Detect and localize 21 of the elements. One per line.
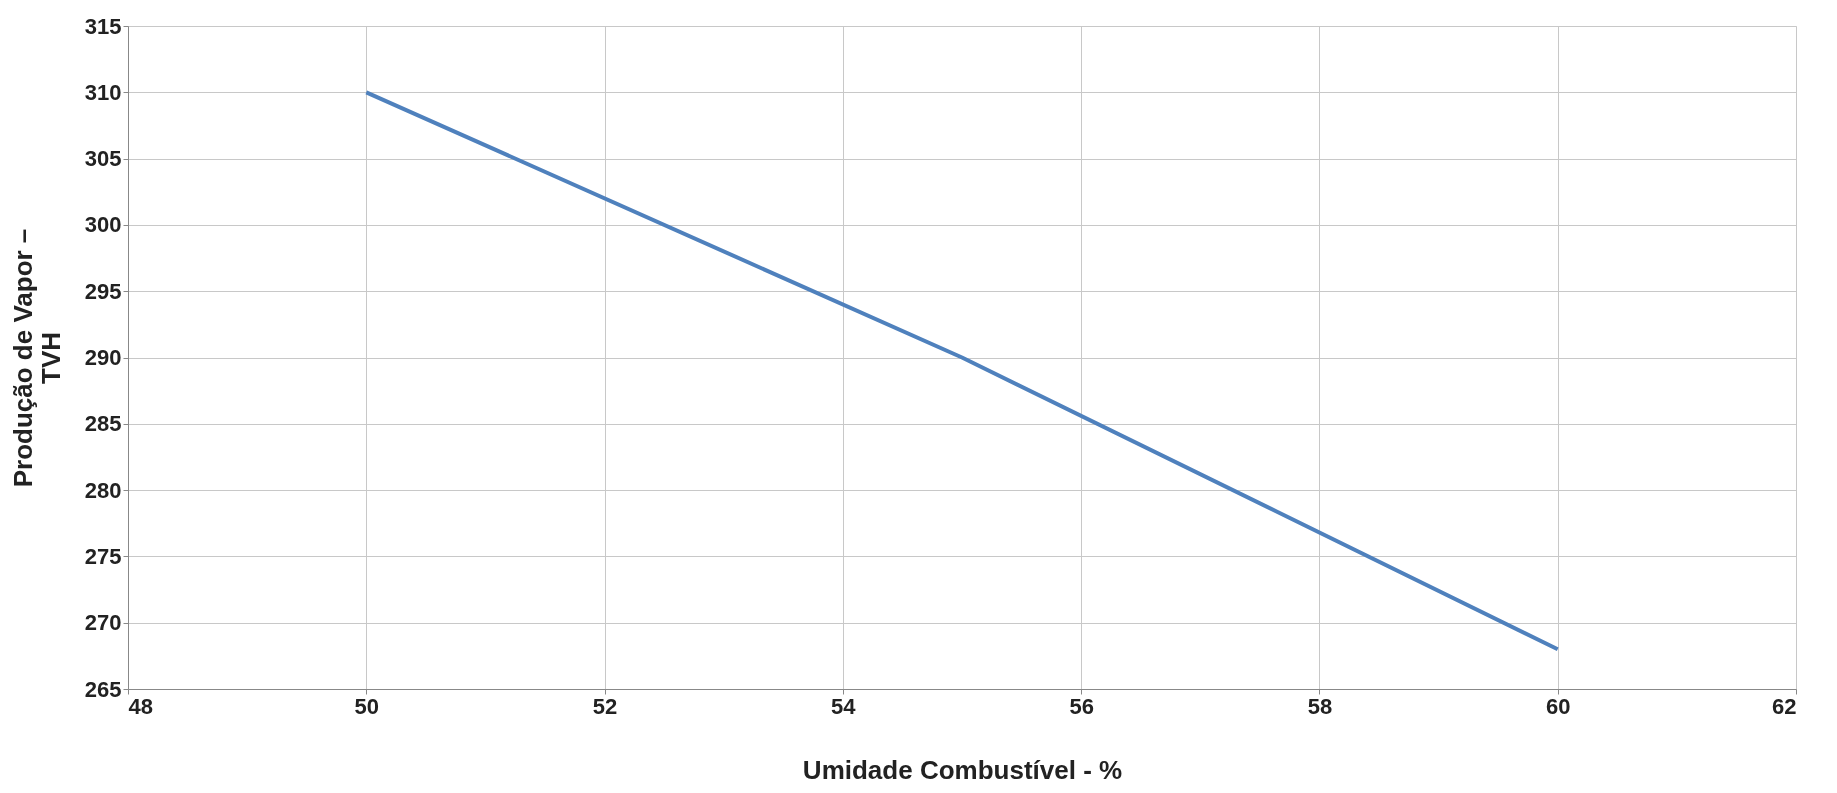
y-tick-label: 280	[84, 477, 122, 503]
x-tick-label: 60	[1545, 693, 1571, 719]
y-tick-label: 285	[84, 411, 122, 437]
y-tick-label: 275	[84, 543, 122, 569]
y-tick-label: 305	[84, 146, 122, 172]
y-tick-label: 310	[84, 79, 122, 105]
y-tick-label: 300	[84, 212, 122, 238]
x-tick-label: 52	[592, 693, 618, 719]
x-tick-label: 62	[1772, 693, 1797, 719]
x-tick-label: 56	[1069, 693, 1094, 719]
x-tick-label: 50	[354, 693, 380, 719]
y-tick-label: 270	[84, 610, 122, 636]
x-tick-label: 54	[831, 693, 857, 719]
y-tick-label: 290	[84, 345, 122, 370]
y-tick-label: 315	[84, 13, 122, 39]
x-tick-label: 58	[1307, 693, 1333, 719]
y-axis-title: Produção de Vapor – TVH	[7, 228, 66, 488]
x-axis-title: Umidade Combustível - %	[802, 754, 1123, 785]
y-tick-label: 265	[84, 676, 122, 702]
x-tick-label: 48	[128, 693, 153, 719]
y-tick-label: 295	[84, 278, 122, 304]
